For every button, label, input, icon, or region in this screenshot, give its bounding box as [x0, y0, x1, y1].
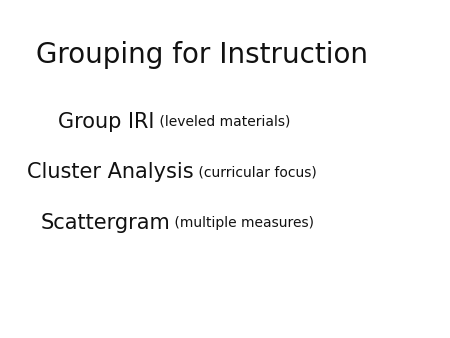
Text: Group IRI: Group IRI: [58, 112, 155, 132]
Text: Scattergram: Scattergram: [40, 213, 170, 233]
Text: (leveled materials): (leveled materials): [155, 115, 290, 129]
Text: (curricular focus): (curricular focus): [194, 165, 316, 179]
Text: Grouping for Instruction: Grouping for Instruction: [36, 41, 368, 69]
Text: (multiple measures): (multiple measures): [170, 216, 314, 230]
Text: Cluster Analysis: Cluster Analysis: [27, 162, 194, 183]
